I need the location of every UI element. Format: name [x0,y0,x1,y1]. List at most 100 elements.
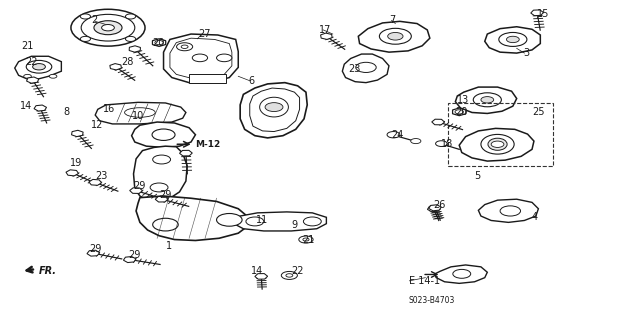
Circle shape [388,33,403,40]
Circle shape [125,14,136,19]
Circle shape [150,183,168,192]
Circle shape [380,28,412,44]
Polygon shape [460,128,534,161]
Text: 6: 6 [248,76,255,86]
Circle shape [153,155,171,164]
Text: M-12: M-12 [195,140,221,149]
Circle shape [491,141,504,147]
Polygon shape [132,122,195,147]
Text: 11: 11 [256,215,268,226]
Circle shape [216,54,232,62]
Polygon shape [15,56,61,81]
Polygon shape [435,265,487,283]
Circle shape [500,206,520,216]
Text: S023-B4703: S023-B4703 [408,296,454,305]
Text: 22: 22 [291,266,304,276]
Circle shape [282,271,298,279]
Text: 18: 18 [442,139,454,149]
Text: 3: 3 [523,48,529,58]
Circle shape [265,103,283,112]
Circle shape [299,236,313,243]
Polygon shape [456,87,516,114]
Circle shape [303,238,309,241]
Circle shape [499,33,527,47]
Polygon shape [432,119,445,125]
Circle shape [506,36,519,43]
Text: 20: 20 [153,38,165,48]
Polygon shape [179,150,192,156]
Text: 16: 16 [103,104,115,114]
Polygon shape [87,250,100,256]
Circle shape [71,9,145,46]
Ellipse shape [125,108,156,117]
Polygon shape [429,205,441,211]
Circle shape [102,25,115,31]
Circle shape [94,21,122,35]
Polygon shape [136,196,248,241]
Bar [448,103,553,167]
Bar [189,74,226,83]
Polygon shape [240,83,307,138]
Text: 25: 25 [532,108,545,117]
Text: 21: 21 [302,235,314,246]
Polygon shape [428,206,440,212]
Text: 23: 23 [95,171,108,181]
Polygon shape [452,108,466,116]
Polygon shape [34,105,47,111]
Text: 29: 29 [89,244,101,254]
Text: 21: 21 [21,41,33,51]
Polygon shape [95,102,186,124]
Circle shape [80,36,90,41]
Text: 29: 29 [129,250,141,260]
Circle shape [49,74,57,78]
Circle shape [286,274,292,277]
Polygon shape [156,197,168,202]
Circle shape [181,45,188,48]
Circle shape [411,138,421,144]
Circle shape [125,36,136,41]
Polygon shape [358,21,430,52]
Polygon shape [152,39,166,47]
Text: 28: 28 [121,57,133,67]
Polygon shape [129,46,140,52]
Circle shape [177,43,193,51]
Polygon shape [134,146,187,201]
Text: 17: 17 [319,25,331,35]
Polygon shape [250,88,300,131]
Circle shape [455,110,463,114]
Circle shape [153,218,178,231]
Text: 14: 14 [251,266,263,276]
Text: 9: 9 [291,219,298,230]
Text: 2: 2 [92,15,98,26]
Circle shape [80,14,90,19]
Ellipse shape [488,138,507,150]
Text: 22: 22 [25,57,38,67]
Text: 23: 23 [349,64,361,74]
Polygon shape [234,212,326,231]
Text: 1: 1 [166,241,172,251]
Circle shape [387,131,400,138]
Text: 14: 14 [20,101,32,111]
Text: 24: 24 [392,130,404,140]
Polygon shape [164,34,238,83]
Ellipse shape [260,97,289,117]
Polygon shape [110,63,122,70]
Circle shape [453,269,470,278]
Polygon shape [484,27,540,53]
Circle shape [481,97,493,103]
Polygon shape [342,54,389,83]
Text: 7: 7 [389,15,396,26]
Ellipse shape [481,134,514,154]
Text: 27: 27 [198,29,211,39]
Text: 8: 8 [63,108,69,117]
Text: 20: 20 [456,108,468,117]
Circle shape [24,74,31,78]
Circle shape [152,129,175,140]
Circle shape [26,60,52,73]
Circle shape [155,41,163,45]
Polygon shape [170,38,232,78]
Polygon shape [89,179,102,185]
Text: 19: 19 [70,158,82,168]
Polygon shape [66,170,79,176]
Polygon shape [124,256,136,263]
